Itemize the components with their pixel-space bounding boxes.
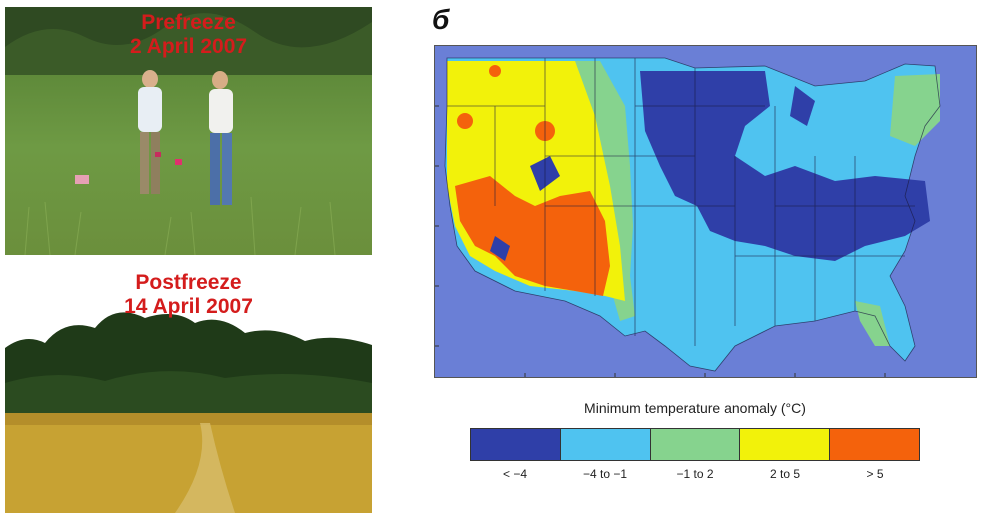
legend-swatch-gt-5 xyxy=(829,429,919,460)
prefreeze-caption: Prefreeze xyxy=(141,11,236,34)
prefreeze-photo: Prefreeze 2 April 2007 xyxy=(5,7,372,255)
legend-title: Minimum temperature anomaly (°C) xyxy=(584,400,806,416)
legend-label: < −4 xyxy=(502,467,528,481)
panel-b-letter: б xyxy=(432,4,450,35)
legend-label: > 5 xyxy=(866,467,884,481)
legend-swatch-minus1-to-2 xyxy=(649,429,740,460)
legend-swatch-lt-minus4 xyxy=(471,429,560,460)
legend-labels: < −4 −4 to −1 −1 to 2 2 to 5 > 5 xyxy=(470,467,920,481)
legend-label: −1 to 2 xyxy=(676,467,714,481)
postfreeze-caption: Postfreeze xyxy=(135,271,242,294)
legend-swatch-minus4-to-minus1 xyxy=(559,429,650,460)
temperature-anomaly-map xyxy=(434,45,977,378)
legend-label: 2 to 5 xyxy=(769,467,801,481)
legend-label: −4 to −1 xyxy=(582,467,628,481)
postfreeze-date: 14 April 2007 xyxy=(124,295,253,318)
postfreeze-photo: Postfreeze 14 April 2007 xyxy=(5,263,372,513)
legend-color-bar xyxy=(470,428,920,461)
legend-swatch-2-to-5 xyxy=(739,429,830,460)
prefreeze-date: 2 April 2007 xyxy=(129,35,248,58)
